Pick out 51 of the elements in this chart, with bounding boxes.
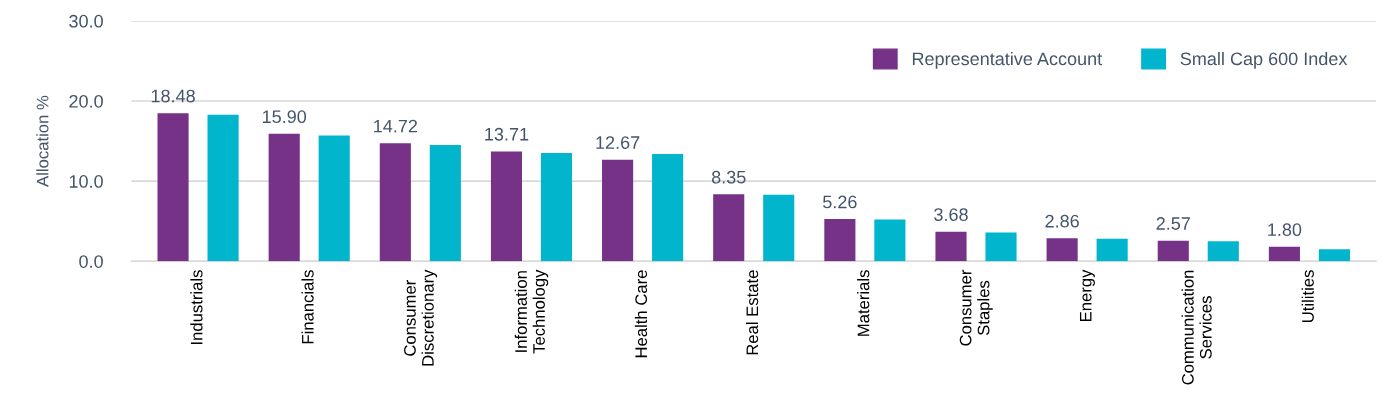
y-tick-label: 30.0 xyxy=(69,14,103,28)
x-tick-label: Communication Services xyxy=(1181,270,1212,385)
data-label: 13.71 xyxy=(485,127,529,141)
data-label: 3.68 xyxy=(934,208,968,221)
x-tick-label: Health Care xyxy=(634,270,648,358)
data-label: 2.57 xyxy=(1156,217,1190,230)
data-label: 15.90 xyxy=(262,110,307,124)
x-tick-label: Consumer Staples xyxy=(959,269,993,346)
x-tick-label: Consumer Discretionary xyxy=(404,269,438,366)
data-label: 2.86 xyxy=(1045,214,1079,228)
y-axis-title: Allocation % xyxy=(36,95,49,187)
bar xyxy=(652,153,684,262)
x-tick-label: Real Estate xyxy=(745,270,759,355)
x-tick-label: Energy xyxy=(1079,269,1095,322)
y-tick-label: 0.0 xyxy=(79,255,103,268)
bar xyxy=(1157,240,1189,262)
legend-label: Small Cap 600 Index xyxy=(1180,51,1348,69)
bar xyxy=(1046,238,1078,262)
bar xyxy=(379,143,411,262)
y-tick-label: 20.0 xyxy=(69,94,103,108)
bar xyxy=(1268,246,1300,262)
data-label: 18.48 xyxy=(151,89,195,103)
data-label: 14.72 xyxy=(374,119,418,133)
bar xyxy=(935,231,967,262)
bar xyxy=(985,232,1017,262)
y-tick-label: 10.0 xyxy=(69,175,103,188)
bar xyxy=(490,151,523,262)
x-tick-label: Industrials xyxy=(190,270,203,344)
bar xyxy=(268,133,300,262)
bar xyxy=(429,145,461,262)
bar xyxy=(1207,241,1239,262)
legend-label: Representative Account xyxy=(912,51,1103,69)
data-label: 12.67 xyxy=(596,136,640,149)
bar xyxy=(540,153,573,262)
data-label: 5.26 xyxy=(823,195,857,209)
data-label: 8.35 xyxy=(711,170,746,184)
bar xyxy=(1096,238,1128,262)
bar xyxy=(1318,249,1350,262)
bar xyxy=(318,135,350,262)
bar xyxy=(602,159,634,262)
bar xyxy=(157,113,189,262)
x-tick-label: Materials xyxy=(857,270,870,336)
bar xyxy=(713,194,745,262)
x-tick-label: Utilities xyxy=(1301,270,1314,323)
data-label: 1.80 xyxy=(1268,223,1302,237)
x-tick-label: Financials xyxy=(301,270,314,344)
bar xyxy=(824,219,856,262)
x-tick-label: Information Technology xyxy=(514,269,549,354)
bar xyxy=(763,194,795,262)
bar xyxy=(874,219,906,262)
bar xyxy=(207,114,239,262)
